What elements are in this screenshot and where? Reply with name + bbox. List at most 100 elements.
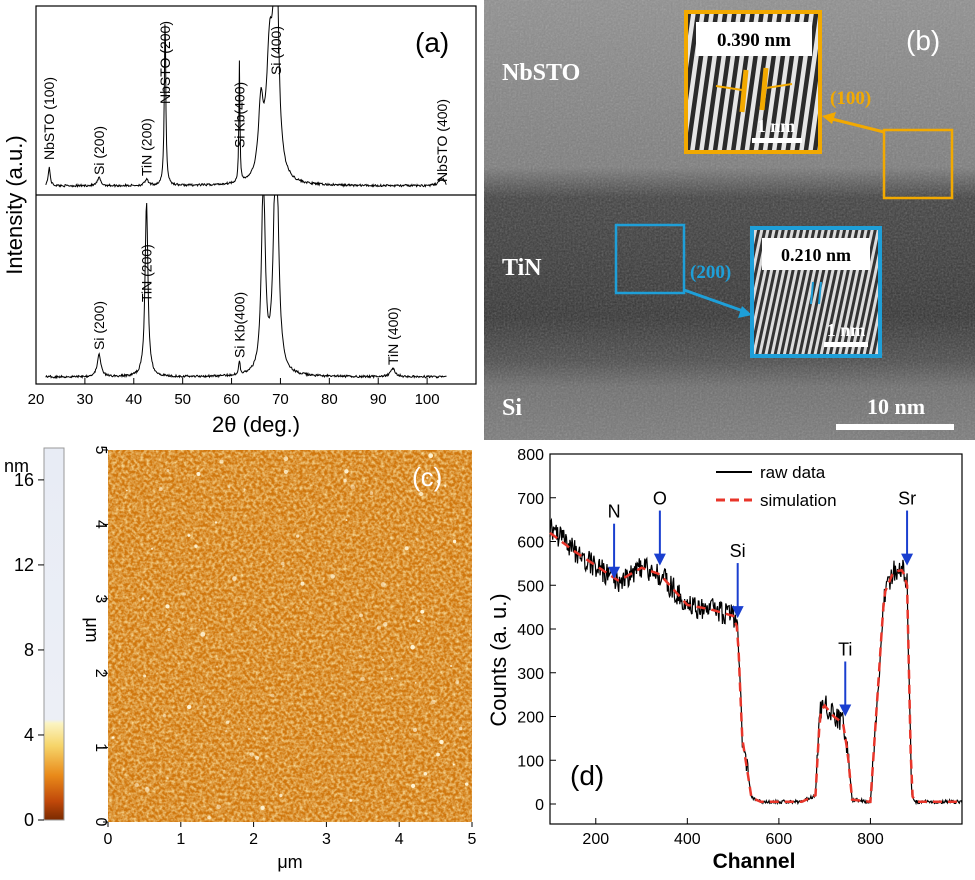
afm-particle <box>207 815 211 820</box>
afm-particle <box>411 783 416 788</box>
afm-particle <box>144 787 150 792</box>
afm-image-texture <box>108 450 472 822</box>
x-tick-label: 1 <box>176 831 185 848</box>
plane-200-arrow <box>683 288 747 314</box>
afm-particle <box>359 613 363 618</box>
afm-particle <box>166 777 169 780</box>
afm-particle <box>216 665 218 668</box>
x-tick-label: 40 <box>125 391 142 408</box>
panel-a-ylabel: Intensity (a.u.) <box>2 135 27 274</box>
afm-particle <box>421 610 425 614</box>
afm-particle <box>150 547 154 550</box>
x-tick-label: 4 <box>395 831 404 848</box>
panel-d-ylabel: Counts (a. u.) <box>486 593 511 726</box>
roi-nbsto <box>882 128 954 200</box>
x-tick-label: 2 <box>249 831 258 848</box>
afm-particle <box>141 597 145 601</box>
inset-tin-marker <box>818 281 822 305</box>
afm-particle <box>270 693 275 698</box>
afm-particle <box>369 491 374 496</box>
afm-particle <box>377 625 381 630</box>
afm-particle <box>282 565 285 568</box>
afm-particle <box>283 469 288 474</box>
panel-c-ylabel: μm <box>82 617 102 642</box>
afm-particle <box>134 782 139 787</box>
panel-a-xrd: Intensity (a.u.) (a) 20 30 40 50 60 70 80 90 100… <box>2 5 477 437</box>
xrd-peak-label: TiN (200) <box>138 244 154 302</box>
x-tick-label: 200 <box>582 831 609 848</box>
element-arrowhead <box>653 553 666 566</box>
afm-particle <box>458 726 463 731</box>
panel-d-label: (d) <box>570 760 604 791</box>
x-tick-label: 100 <box>415 391 440 408</box>
afm-particle <box>254 628 257 631</box>
afm-particle <box>436 479 441 484</box>
inset-tin-spacing-box <box>762 238 870 270</box>
panel-b-tem: (b) NbSTO TiN Si 0.390 nm 1 nm (100) (20… <box>484 0 975 440</box>
colorbar-tick-label: 16 <box>14 470 34 490</box>
afm-particle <box>280 561 285 566</box>
afm-particle <box>452 539 457 544</box>
afm-particle <box>423 772 428 776</box>
y-tick-label: 5 <box>92 446 109 455</box>
afm-particle <box>223 769 226 772</box>
x-tick-label: 0 <box>104 831 113 848</box>
legend-raw-label: raw data <box>760 463 826 482</box>
afm-particle <box>419 491 424 497</box>
plane-100-arrow <box>827 116 885 134</box>
element-markers: N O Si Ti Sr <box>608 489 916 717</box>
x-tick-label: 50 <box>174 391 191 408</box>
y-tick-label: 4 <box>92 520 109 529</box>
afm-particle <box>187 534 191 537</box>
inset-nbsto-spacing-box <box>696 22 812 56</box>
inset-tin-scalebar <box>824 342 868 347</box>
afm-particle <box>385 737 388 740</box>
element-label: Sr <box>898 489 916 509</box>
y-tick-label: 800 <box>517 447 544 464</box>
afm-particle <box>417 619 420 623</box>
afm-particle <box>436 752 440 757</box>
inset-nbsto-marker <box>739 69 749 113</box>
afm-particle <box>219 709 222 712</box>
afm-particle <box>455 680 460 685</box>
xrd-peak-label: Si Kb(400) <box>231 82 247 148</box>
layer-nbsto-label: NbSTO <box>502 60 580 86</box>
panel-d-rbs: Counts (a. u.) 0 100 200 300 400 500 600 700 800… <box>486 447 963 873</box>
afm-particle <box>214 521 218 524</box>
afm-particle <box>444 484 447 487</box>
panel-d-xlabel: Channel <box>713 850 796 873</box>
afm-particle <box>410 644 415 650</box>
inset-tin-spacing: 0.210 nm <box>781 245 851 265</box>
colorbar <box>43 447 65 821</box>
panel-a-peak-labels: NbSTO (100) Si (200) TiN (200)NbSTO (200)S… <box>41 21 450 365</box>
y-tick-label: 600 <box>517 535 544 552</box>
inset-nbsto-arrow <box>765 83 793 89</box>
xrd-peak-label: Si (400) <box>268 26 284 75</box>
x-tick-label: 400 <box>674 831 701 848</box>
colorbar-tick-label: 12 <box>14 555 34 575</box>
afm-particle <box>343 531 346 534</box>
afm-particle <box>227 485 231 489</box>
element-label: O <box>653 489 667 509</box>
afm-particle <box>196 472 201 476</box>
afm-particle <box>264 737 267 740</box>
afm-particle <box>380 582 386 587</box>
afm-particle <box>202 705 206 708</box>
x-tick-label: 30 <box>77 391 94 408</box>
xrd-peak-label: NbSTO (200) <box>157 21 173 104</box>
xrd-peak-label: TiN (400) <box>385 307 401 365</box>
afm-particle <box>247 727 250 731</box>
x-tick-label: 600 <box>766 831 793 848</box>
inset-tin-scale: 1 nm <box>827 320 866 340</box>
afm-particle <box>383 622 388 627</box>
y-tick-label: 0 <box>92 818 109 827</box>
afm-particle <box>360 676 365 682</box>
afm-particle <box>143 674 147 678</box>
afm-particle <box>187 704 192 710</box>
inset-nbsto-arrow <box>715 85 743 91</box>
afm-particle <box>219 459 224 464</box>
afm-particle <box>255 755 259 760</box>
xrd-top-trace <box>45 5 447 188</box>
element-arrowhead <box>608 566 621 579</box>
